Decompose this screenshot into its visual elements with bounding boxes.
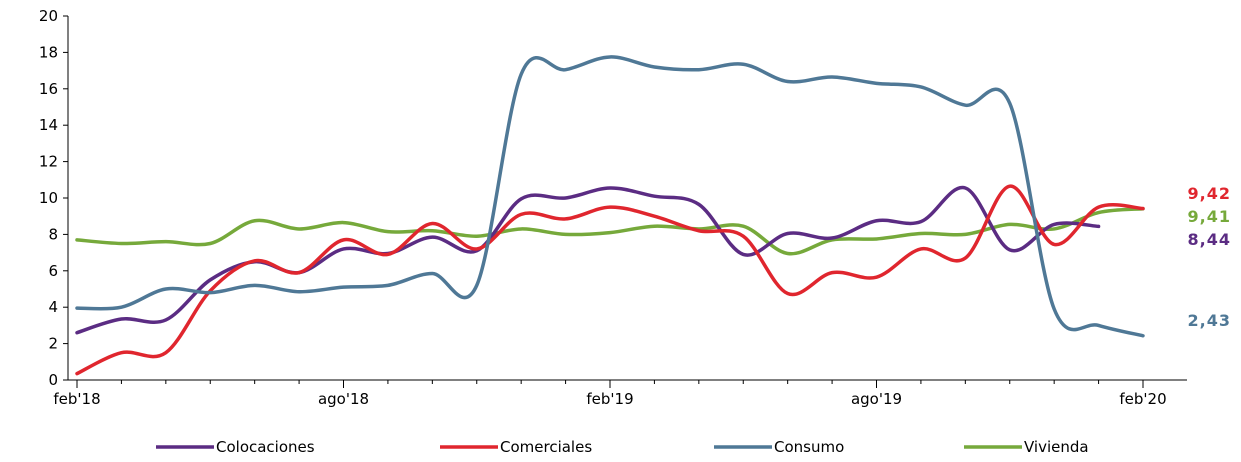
legend-label-consumo: Consumo bbox=[774, 438, 844, 456]
series-line-colocaciones bbox=[75, 185, 1101, 335]
y-tick-label: 8 bbox=[48, 225, 58, 243]
x-tick-label: ago'18 bbox=[318, 390, 369, 408]
series-lines bbox=[75, 55, 1145, 376]
end-value-label-comerciales: 9,42 bbox=[1188, 184, 1231, 203]
y-tick-label: 0 bbox=[48, 371, 58, 389]
x-tick-label: feb'18 bbox=[53, 390, 100, 408]
y-tick-label: 20 bbox=[39, 7, 58, 25]
legend-label-vivienda: Vivienda bbox=[1024, 438, 1089, 456]
y-tick-label: 2 bbox=[48, 335, 58, 353]
y-tick-label: 6 bbox=[48, 262, 58, 280]
series-line-comerciales bbox=[75, 184, 1145, 376]
end-labels: 8,44 9,42 2,43 9,41 bbox=[1188, 184, 1231, 330]
y-tick-label: 10 bbox=[39, 189, 58, 207]
y-tick-label: 16 bbox=[39, 80, 58, 98]
axes: 0 2 4 6 8 10 12 14 16 18 20 feb'18 ago'18 feb'19 ago'1… bbox=[39, 7, 1187, 408]
end-value-label-vivienda: 9,41 bbox=[1188, 207, 1231, 226]
legend: Colocaciones Comerciales Consumo Vivienda bbox=[156, 438, 1089, 456]
legend-label-comerciales: Comerciales bbox=[500, 438, 592, 456]
legend-label-colocaciones: Colocaciones bbox=[216, 438, 315, 456]
y-tick-label: 4 bbox=[48, 298, 58, 316]
x-tick-label: feb'20 bbox=[1119, 390, 1166, 408]
y-tick-label: 18 bbox=[39, 43, 58, 61]
end-value-label-consumo: 2,43 bbox=[1188, 311, 1231, 330]
series-line-vivienda bbox=[75, 206, 1145, 256]
series-line-consumo bbox=[75, 55, 1145, 338]
end-value-label-colocaciones: 8,44 bbox=[1188, 230, 1231, 249]
y-tick-label: 14 bbox=[39, 116, 58, 134]
x-tick-label: feb'19 bbox=[586, 390, 633, 408]
x-tick-label: ago'19 bbox=[851, 390, 902, 408]
y-tick-label: 12 bbox=[39, 153, 58, 171]
